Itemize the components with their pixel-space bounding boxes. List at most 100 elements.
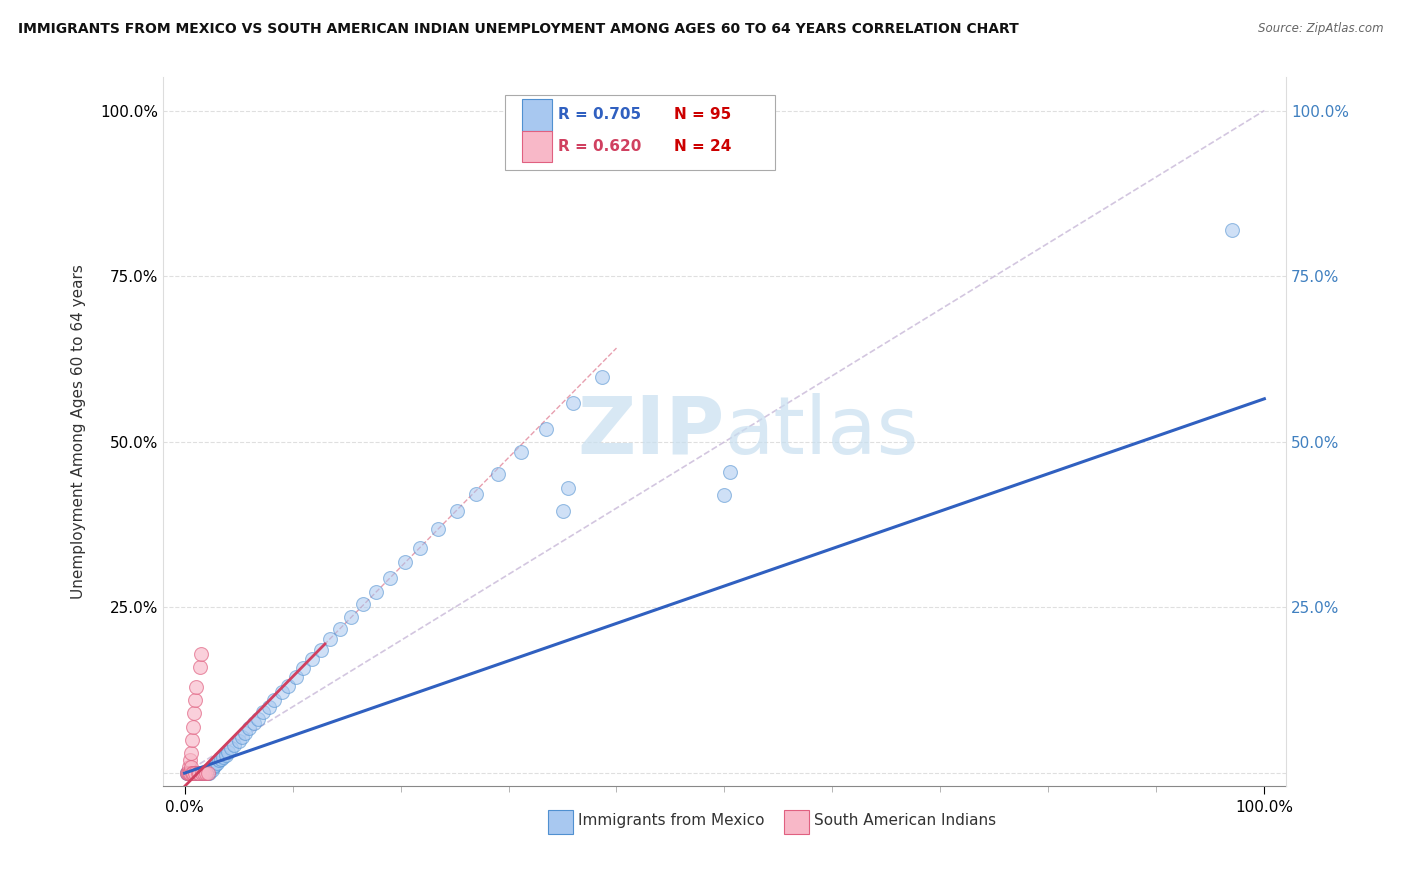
Point bbox=[181, 766, 204, 780]
Point bbox=[190, 766, 212, 780]
Point bbox=[713, 488, 735, 502]
Point bbox=[183, 766, 205, 780]
Point bbox=[284, 670, 307, 684]
Point bbox=[183, 766, 205, 780]
Point bbox=[179, 766, 201, 780]
Point bbox=[409, 541, 432, 555]
Point bbox=[177, 766, 200, 780]
Text: Immigrants from Mexico: Immigrants from Mexico bbox=[578, 813, 765, 828]
Point bbox=[186, 766, 208, 780]
Point bbox=[231, 730, 253, 744]
Point bbox=[309, 643, 332, 657]
Point bbox=[177, 766, 200, 780]
Point bbox=[557, 481, 579, 495]
Y-axis label: Unemployment Among Ages 60 to 64 years: Unemployment Among Ages 60 to 64 years bbox=[72, 264, 86, 599]
Point bbox=[181, 766, 204, 780]
Point bbox=[184, 766, 207, 780]
Point bbox=[190, 766, 212, 780]
Point bbox=[201, 759, 224, 773]
Point bbox=[195, 766, 218, 780]
Point bbox=[181, 766, 204, 780]
Point bbox=[181, 733, 204, 747]
Point bbox=[465, 486, 488, 500]
Point bbox=[180, 766, 202, 780]
Point bbox=[186, 766, 208, 780]
Point bbox=[197, 766, 219, 780]
Point bbox=[427, 522, 450, 536]
Point bbox=[184, 766, 207, 780]
Point bbox=[252, 705, 274, 719]
Point bbox=[224, 739, 246, 753]
Point bbox=[177, 766, 200, 780]
Point bbox=[219, 741, 242, 756]
Point bbox=[329, 622, 352, 636]
Point bbox=[180, 766, 202, 780]
Point bbox=[181, 720, 204, 734]
Point bbox=[364, 584, 387, 599]
Text: atlas: atlas bbox=[724, 392, 920, 471]
Point bbox=[186, 766, 208, 780]
Point bbox=[198, 766, 221, 780]
Text: IMMIGRANTS FROM MEXICO VS SOUTH AMERICAN INDIAN UNEMPLOYMENT AMONG AGES 60 TO 64: IMMIGRANTS FROM MEXICO VS SOUTH AMERICAN… bbox=[18, 22, 1019, 37]
Point bbox=[214, 747, 236, 762]
Point bbox=[195, 766, 218, 780]
Point bbox=[176, 766, 198, 780]
Point bbox=[190, 766, 212, 780]
Point bbox=[247, 712, 270, 726]
Point bbox=[184, 766, 207, 780]
Point bbox=[197, 766, 219, 780]
Point bbox=[193, 766, 215, 780]
Point bbox=[187, 766, 209, 780]
Point bbox=[177, 766, 200, 780]
Point bbox=[208, 753, 231, 767]
Point bbox=[184, 766, 207, 780]
Point bbox=[181, 766, 204, 780]
Point bbox=[204, 758, 226, 772]
Point bbox=[591, 370, 613, 384]
Point bbox=[177, 766, 200, 780]
Point bbox=[718, 465, 741, 479]
Point bbox=[551, 504, 574, 518]
Point bbox=[183, 706, 205, 721]
Point bbox=[179, 753, 201, 767]
Point bbox=[186, 766, 208, 780]
Point bbox=[205, 756, 228, 771]
Point bbox=[340, 609, 363, 624]
Point bbox=[228, 734, 250, 748]
Point bbox=[181, 766, 204, 780]
Point bbox=[187, 766, 209, 780]
FancyBboxPatch shape bbox=[506, 95, 775, 169]
Point bbox=[263, 693, 285, 707]
Point bbox=[212, 749, 235, 764]
Point bbox=[181, 766, 204, 780]
Point bbox=[238, 721, 260, 735]
Point bbox=[179, 766, 201, 780]
Point bbox=[195, 766, 218, 780]
Point bbox=[209, 751, 232, 765]
Point bbox=[179, 766, 201, 780]
Point bbox=[270, 685, 292, 699]
FancyBboxPatch shape bbox=[523, 130, 551, 161]
Point bbox=[188, 660, 211, 674]
Point bbox=[217, 745, 239, 759]
Point bbox=[177, 766, 200, 780]
Point bbox=[301, 652, 323, 666]
Point bbox=[186, 680, 208, 694]
Point bbox=[194, 766, 217, 780]
Point bbox=[176, 766, 198, 780]
FancyBboxPatch shape bbox=[523, 99, 551, 130]
Text: R = 0.705: R = 0.705 bbox=[558, 107, 641, 122]
Point bbox=[510, 444, 533, 458]
Text: Source: ZipAtlas.com: Source: ZipAtlas.com bbox=[1258, 22, 1384, 36]
Point bbox=[181, 766, 204, 780]
Text: N = 95: N = 95 bbox=[673, 107, 731, 122]
Point bbox=[177, 766, 200, 780]
FancyBboxPatch shape bbox=[548, 810, 572, 834]
Point bbox=[352, 597, 374, 611]
Point bbox=[191, 766, 214, 780]
Point bbox=[186, 766, 208, 780]
Point bbox=[180, 766, 202, 780]
FancyBboxPatch shape bbox=[785, 810, 808, 834]
Point bbox=[186, 766, 208, 780]
Text: N = 24: N = 24 bbox=[673, 139, 731, 153]
